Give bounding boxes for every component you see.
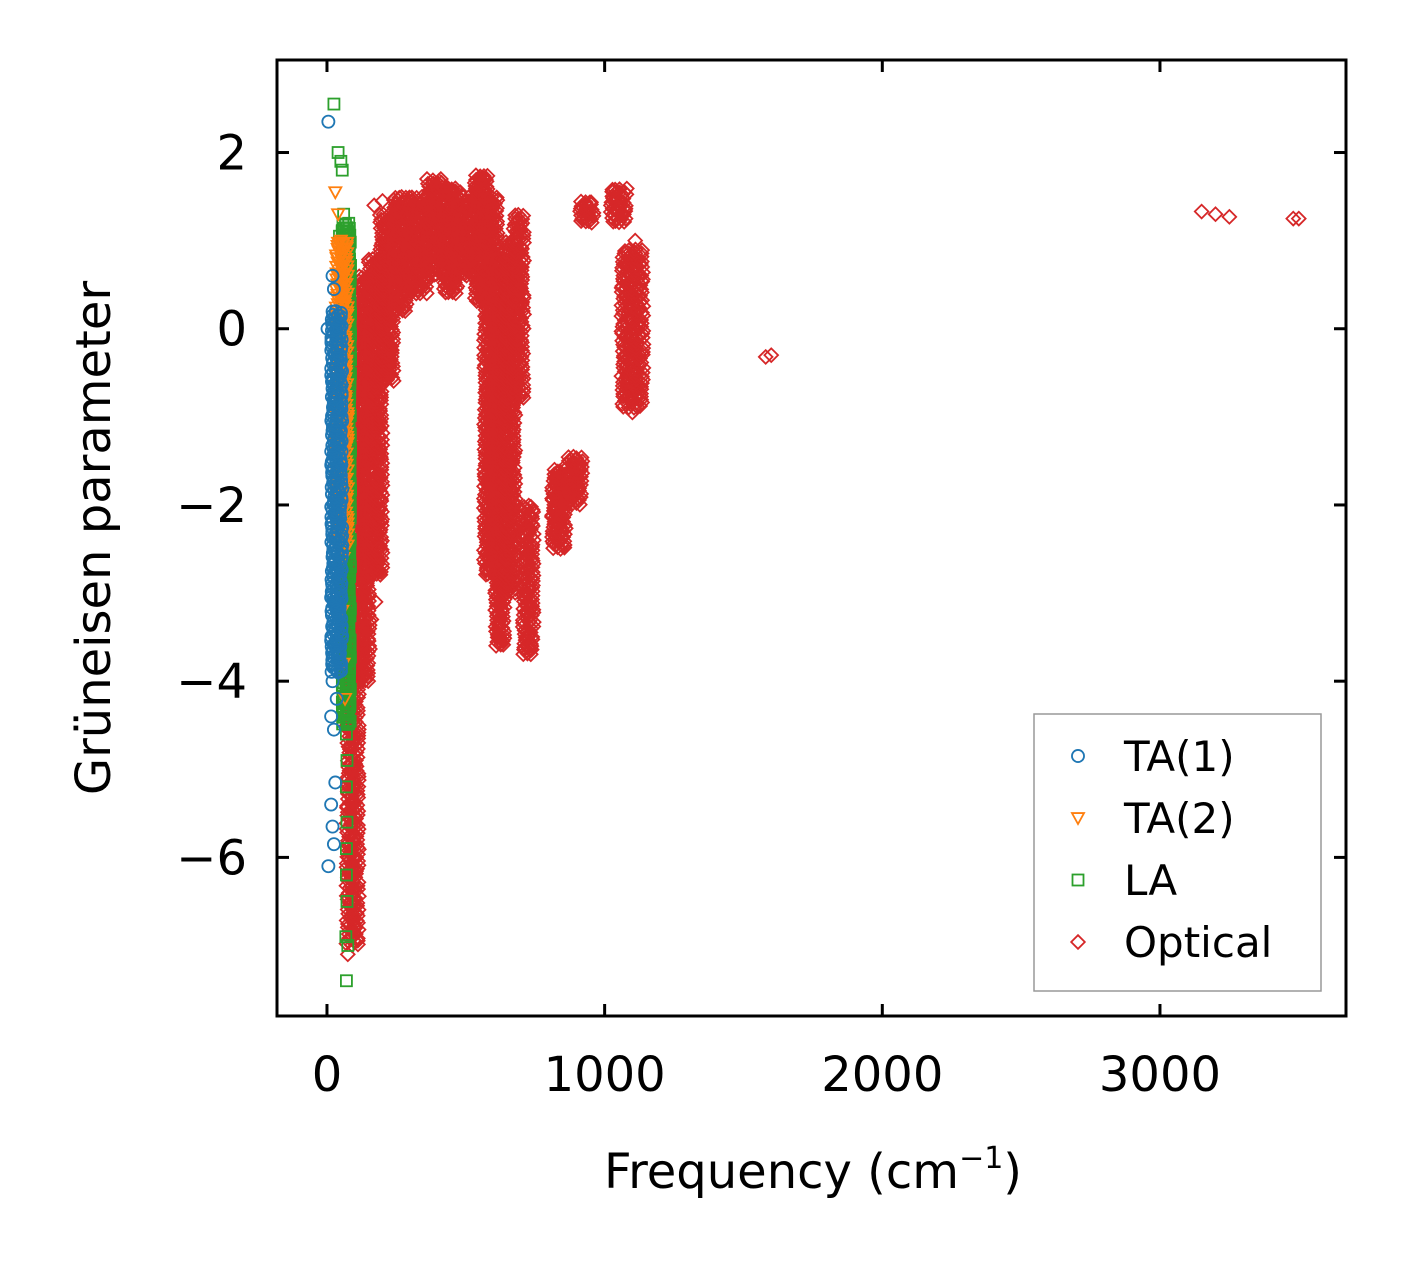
data-point xyxy=(361,428,378,445)
data-point xyxy=(522,498,540,515)
data-point xyxy=(546,461,563,478)
data-point xyxy=(582,194,600,211)
data-point xyxy=(604,181,621,198)
data-point xyxy=(577,194,594,211)
data-point xyxy=(618,180,635,197)
data-point xyxy=(568,450,585,467)
data-point xyxy=(401,189,418,206)
data-point xyxy=(334,154,348,168)
data-point xyxy=(511,259,529,276)
data-point xyxy=(483,188,500,206)
data-point xyxy=(331,146,345,159)
data-point xyxy=(1207,206,1224,223)
data-point xyxy=(443,181,460,198)
data-point xyxy=(340,842,353,855)
data-point xyxy=(1285,210,1302,227)
data-point xyxy=(497,480,514,497)
data-point xyxy=(340,754,354,767)
data-point xyxy=(366,197,383,214)
data-point xyxy=(387,189,404,206)
data-point xyxy=(488,189,505,206)
data-point xyxy=(363,611,380,628)
data-point xyxy=(339,946,356,963)
data-point xyxy=(634,242,651,259)
data-point xyxy=(424,172,441,189)
data-point xyxy=(620,245,637,262)
data-point xyxy=(360,588,378,605)
data-point xyxy=(611,181,628,198)
data-point xyxy=(573,449,590,466)
data-point xyxy=(340,815,354,829)
data-point xyxy=(340,974,353,988)
data-point xyxy=(515,600,532,617)
data-point xyxy=(340,895,354,908)
data-point xyxy=(374,192,391,210)
data-point xyxy=(343,787,361,804)
data-point xyxy=(627,241,644,258)
data-point xyxy=(611,184,628,201)
data-point xyxy=(333,234,349,249)
data-point xyxy=(479,167,496,184)
data-point xyxy=(510,206,527,223)
data-point xyxy=(342,893,359,910)
data-point xyxy=(1193,203,1210,220)
data-marks xyxy=(320,97,1307,988)
data-point xyxy=(330,208,346,223)
data-point xyxy=(430,175,447,192)
data-point xyxy=(350,874,367,891)
data-point xyxy=(345,725,362,743)
data-point xyxy=(339,930,353,944)
data-point xyxy=(452,184,469,201)
data-point xyxy=(373,314,390,331)
data-point xyxy=(480,190,498,207)
data-point xyxy=(624,404,641,421)
data-point xyxy=(439,180,457,197)
data-point xyxy=(1290,210,1307,227)
data-point xyxy=(513,501,530,518)
data-point xyxy=(335,163,349,177)
data-point xyxy=(340,868,353,882)
data-point xyxy=(475,167,493,185)
data-point xyxy=(352,626,369,643)
data-point xyxy=(327,186,343,201)
data-point xyxy=(329,252,345,267)
data-point xyxy=(374,424,391,442)
data-point xyxy=(339,236,355,251)
data-point xyxy=(454,188,471,205)
data-point xyxy=(367,593,384,610)
data-point xyxy=(476,189,494,206)
data-point xyxy=(338,240,355,254)
series-ta-1- xyxy=(320,114,350,874)
data-point xyxy=(492,598,509,615)
data-point xyxy=(341,849,358,866)
data-point xyxy=(627,232,644,249)
data-point xyxy=(340,727,353,741)
data-point xyxy=(327,97,341,111)
data-point xyxy=(607,181,624,198)
data-point xyxy=(471,170,489,187)
data-point xyxy=(418,170,436,188)
data-point xyxy=(338,877,355,894)
data-point xyxy=(342,674,356,688)
data-point xyxy=(614,332,631,349)
data-point xyxy=(515,539,532,556)
data-point xyxy=(1221,208,1238,225)
data-point xyxy=(757,348,774,366)
data-point xyxy=(370,540,387,558)
data-point xyxy=(472,168,489,185)
data-point xyxy=(763,347,780,364)
data-point xyxy=(515,207,532,224)
data-point xyxy=(411,277,429,294)
data-point xyxy=(340,780,353,794)
data-point xyxy=(341,939,355,952)
data-point xyxy=(331,270,348,284)
data-point xyxy=(620,242,637,259)
